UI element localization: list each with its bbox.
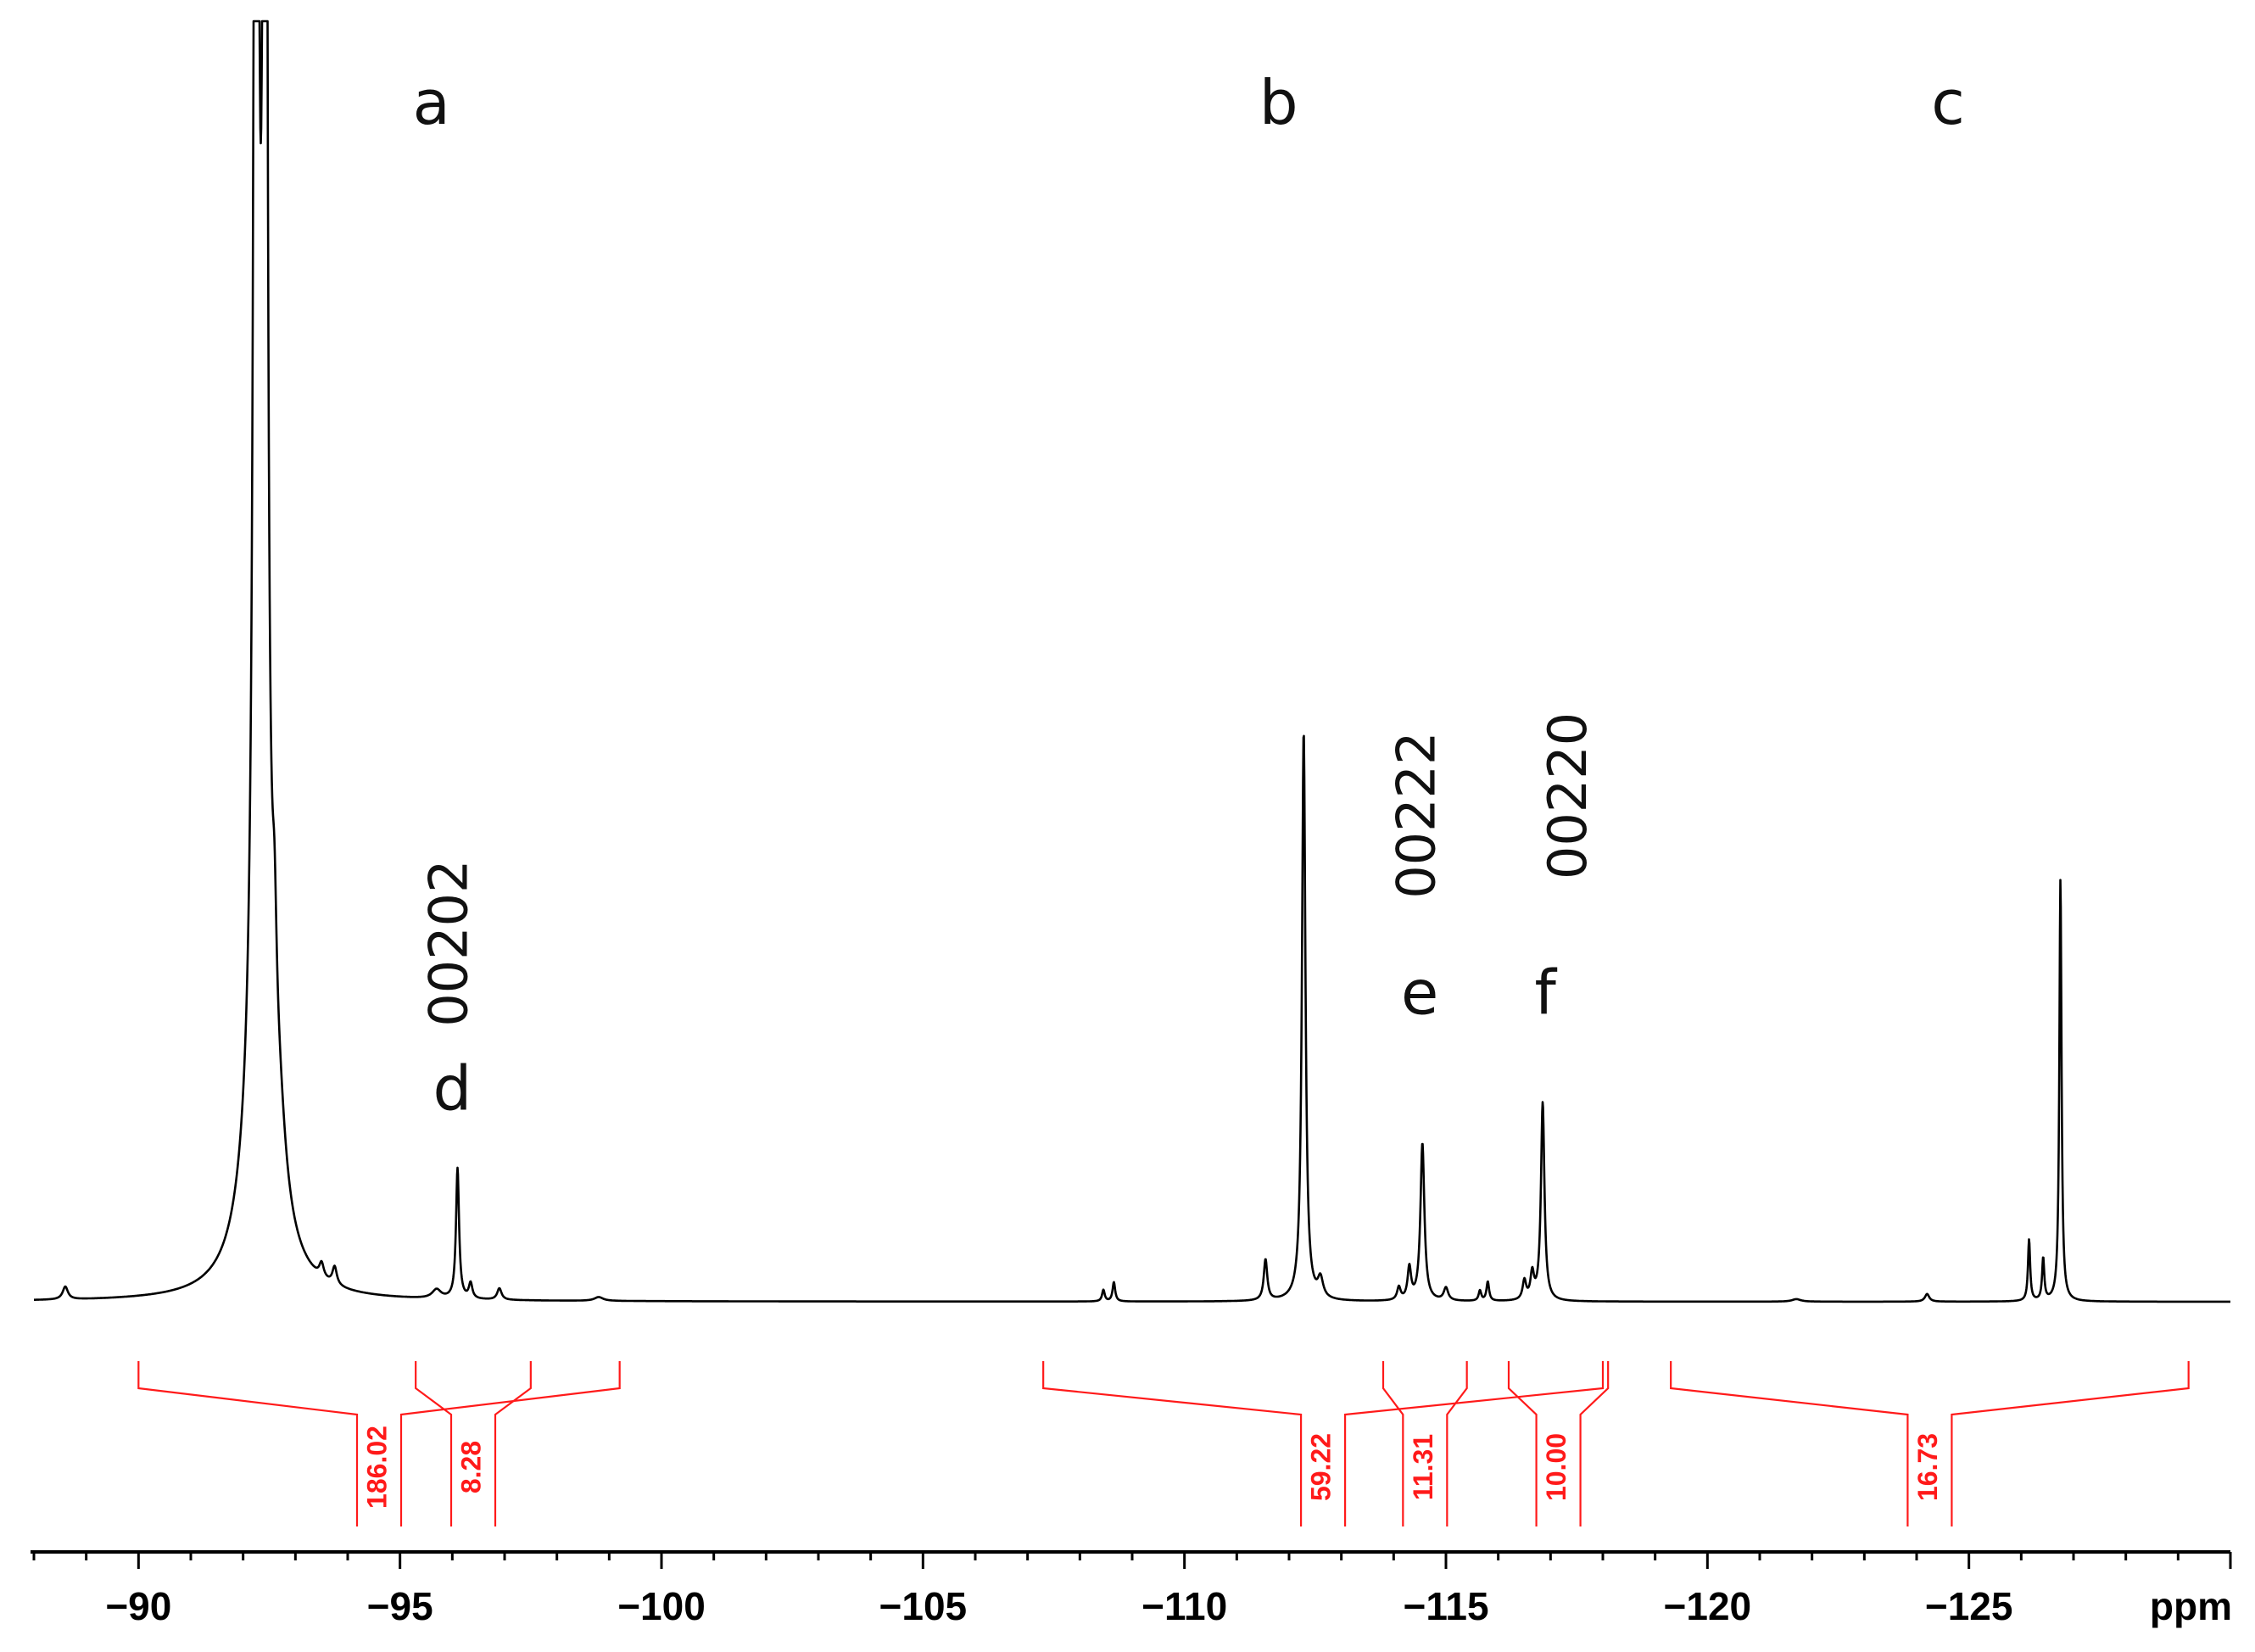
label-00202-label: 00202: [417, 860, 479, 1027]
integral-bracket-left: [1042, 1361, 1303, 1526]
label-e-label: e: [1401, 957, 1438, 1028]
label-00220-label: 00220: [1537, 712, 1599, 879]
x-tick-label: −120: [1664, 1584, 1752, 1628]
integral-markers: 186.02 8.28 59.22 11.31 10.00 16.73: [137, 1361, 2190, 1526]
x-tick-label: −100: [617, 1584, 706, 1628]
integral-bracket-right: [1951, 1361, 2190, 1526]
spectrum-trace: [33, 20, 2231, 1303]
x-tick-label: −125: [1925, 1584, 2013, 1628]
integral-bracket-right: [1343, 1361, 1605, 1526]
integral-value: 186.02: [361, 1426, 392, 1509]
x-tick-label: −95: [367, 1584, 433, 1628]
integral-bracket-right: [399, 1361, 621, 1526]
integral-bracket-right: [494, 1361, 532, 1526]
label-d-label: d: [433, 1053, 472, 1125]
x-tick-label: −110: [1141, 1584, 1227, 1628]
label-c-label: c: [1931, 67, 1965, 138]
integral-3: 59.22: [1042, 1361, 1605, 1526]
integral-bracket-left: [137, 1361, 359, 1526]
integral-6: 16.73: [1670, 1361, 2190, 1526]
integral-5: 10.00: [1507, 1361, 1610, 1526]
integral-2: 8.28: [415, 1361, 532, 1526]
integral-value: 11.31: [1408, 1434, 1438, 1500]
x-tick-label: −115: [1403, 1584, 1488, 1628]
integral-4: 11.31: [1381, 1361, 1468, 1526]
integral-value: 59.22: [1306, 1433, 1337, 1501]
integral-bracket-left: [1670, 1361, 1909, 1526]
integral-value: 8.28: [455, 1441, 486, 1493]
label-00222-label: 00222: [1385, 732, 1447, 899]
integral-1: 186.02: [137, 1361, 621, 1526]
integral-value: 16.73: [1912, 1433, 1943, 1501]
x-tick-label: −90: [105, 1584, 171, 1628]
integral-bracket-left: [1507, 1361, 1538, 1526]
integral-bracket-right: [1446, 1361, 1468, 1526]
label-b-label: b: [1259, 67, 1298, 138]
x-axis: ppm −90 −95 −100 −105 −110 −115 −120 −125: [31, 1550, 2232, 1628]
integral-value: 10.00: [1541, 1433, 1571, 1501]
x-tick-label: −105: [879, 1584, 968, 1628]
integral-bracket-right: [1579, 1361, 1610, 1526]
integral-bracket-left: [1381, 1361, 1404, 1526]
x-axis-unit-label: ppm: [2150, 1584, 2232, 1628]
integral-bracket-left: [415, 1361, 453, 1526]
label-a-label: a: [413, 67, 450, 138]
label-f-label: f: [1535, 957, 1558, 1028]
